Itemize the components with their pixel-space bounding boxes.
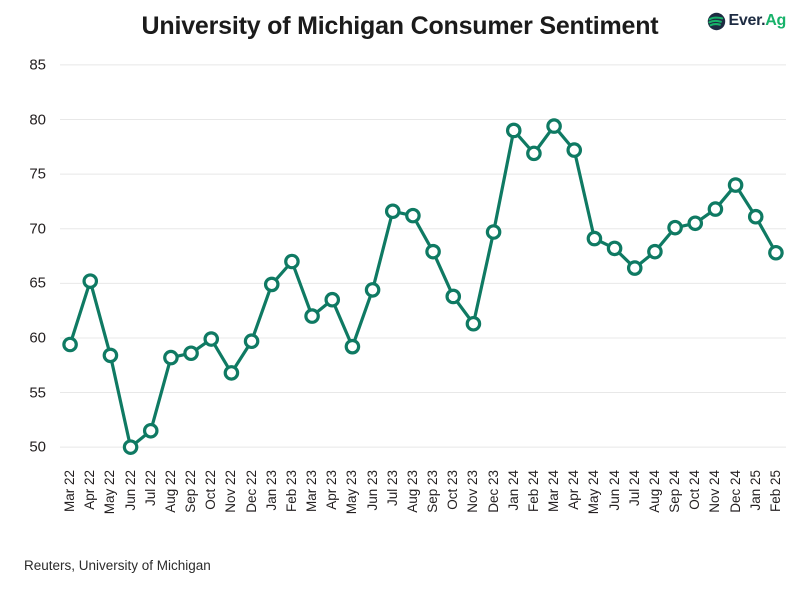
y-axis-tick-label: 70 bbox=[29, 220, 46, 238]
y-axis-tick-label: 80 bbox=[29, 111, 46, 129]
data-point-marker bbox=[405, 207, 421, 224]
y-axis-tick-label: 85 bbox=[29, 56, 46, 74]
y-axis-tick-label: 75 bbox=[29, 165, 46, 183]
x-axis-tick-label: Jan 24 bbox=[505, 470, 521, 511]
x-axis-tick-label: May 24 bbox=[586, 470, 602, 515]
x-axis-tick-label: Aug 23 bbox=[404, 470, 420, 513]
data-point-marker bbox=[243, 333, 260, 350]
x-axis-tick-label: Aug 24 bbox=[646, 470, 662, 513]
x-axis-tick-label: Feb 25 bbox=[767, 470, 783, 513]
data-point-marker bbox=[687, 215, 704, 232]
brand-name-primary: Ever. bbox=[728, 12, 766, 29]
data-point-marker bbox=[304, 308, 320, 324]
data-point-marker bbox=[62, 336, 78, 353]
x-axis-tick-label: Jun 23 bbox=[364, 470, 380, 511]
source-note: Reuters, University of Michigan bbox=[24, 558, 211, 573]
x-axis-tick-label: Jun 22 bbox=[122, 470, 138, 511]
data-point-marker bbox=[626, 260, 643, 276]
data-point-marker bbox=[344, 338, 361, 355]
data-point-marker bbox=[324, 291, 341, 308]
x-axis-tick-label: Jul 23 bbox=[384, 470, 400, 507]
data-point-marker bbox=[284, 253, 300, 270]
x-axis-tick-label: Oct 22 bbox=[203, 470, 219, 510]
data-point-marker bbox=[183, 345, 199, 362]
x-axis-tick-label: Jul 22 bbox=[142, 470, 158, 507]
x-axis-tick-label: Mar 24 bbox=[546, 470, 562, 513]
x-axis-tick-label: Dec 22 bbox=[243, 470, 259, 513]
x-axis-tick-label: Nov 23 bbox=[465, 470, 481, 513]
x-axis-tick-label: Jul 24 bbox=[626, 470, 642, 507]
data-point-marker bbox=[526, 145, 542, 162]
data-point-marker bbox=[203, 331, 220, 347]
data-point-marker bbox=[546, 118, 562, 134]
x-axis-tick-label: Feb 24 bbox=[525, 470, 541, 513]
x-axis-tick-label: Oct 23 bbox=[445, 470, 461, 510]
data-point-marker bbox=[747, 208, 764, 225]
data-point-marker bbox=[707, 201, 724, 217]
data-point-marker bbox=[727, 177, 744, 193]
x-axis-tick-label: Feb 23 bbox=[283, 470, 299, 513]
y-axis: 50 55 60 65 70 75 80 85 bbox=[0, 54, 54, 469]
brand-name-secondary: Ag bbox=[765, 12, 786, 29]
x-axis-tick-label: Nov 24 bbox=[707, 470, 723, 513]
line-chart-svg bbox=[60, 64, 786, 455]
plot-area bbox=[60, 54, 786, 469]
data-point-marker bbox=[485, 224, 502, 240]
brand-logo: Ever.Ag bbox=[707, 10, 787, 32]
data-point-marker bbox=[445, 288, 462, 305]
series-markers bbox=[62, 118, 784, 455]
x-axis-tick-label: Mar 22 bbox=[62, 470, 78, 513]
brand-name: Ever.Ag bbox=[729, 13, 787, 29]
x-axis-tick-label: Apr 22 bbox=[82, 470, 98, 510]
x-axis: Mar 22 Apr 22 May 22 Jun 22 Jul 22 Aug 22 Sep … bbox=[60, 470, 786, 548]
data-point-marker bbox=[364, 282, 381, 298]
ever-ag-swirl-icon bbox=[707, 12, 725, 30]
data-point-marker bbox=[566, 142, 583, 158]
data-point-marker bbox=[425, 243, 441, 260]
gridlines bbox=[60, 64, 786, 448]
data-point-marker bbox=[163, 349, 179, 366]
data-point-marker bbox=[384, 203, 401, 220]
data-point-marker bbox=[465, 315, 482, 332]
data-point-marker bbox=[606, 240, 623, 257]
data-point-marker bbox=[122, 439, 139, 455]
x-axis-tick-label: Apr 23 bbox=[324, 470, 340, 510]
data-point-marker bbox=[142, 422, 159, 439]
y-axis-tick-label: 60 bbox=[29, 329, 46, 347]
y-axis-tick-label: 65 bbox=[29, 274, 46, 292]
page-title: University of Michigan Consumer Sentimen… bbox=[141, 12, 659, 40]
data-point-marker bbox=[647, 243, 663, 260]
x-axis-tick-label: Jan 23 bbox=[263, 470, 279, 511]
data-point-marker bbox=[768, 244, 784, 261]
data-point-marker bbox=[505, 122, 522, 139]
x-axis-tick-label: Jan 25 bbox=[747, 470, 763, 511]
x-axis-tick-label: Sep 22 bbox=[183, 470, 199, 513]
x-axis-tick-label: Dec 23 bbox=[485, 470, 501, 513]
x-axis-tick-label: Jun 24 bbox=[606, 470, 622, 511]
y-axis-tick-label: 55 bbox=[29, 384, 46, 402]
x-axis-tick-label: Sep 24 bbox=[667, 470, 683, 513]
data-point-marker bbox=[586, 230, 603, 247]
data-point-marker bbox=[223, 365, 240, 381]
x-axis-tick-label: May 23 bbox=[344, 470, 360, 515]
data-point-marker bbox=[667, 219, 683, 236]
x-axis-tick-label: Nov 22 bbox=[223, 470, 239, 513]
data-point-marker bbox=[82, 273, 99, 289]
x-axis-tick-label: Dec 24 bbox=[727, 470, 743, 513]
x-axis-tick-label: Sep 23 bbox=[425, 470, 441, 513]
y-axis-tick-label: 50 bbox=[29, 438, 46, 456]
data-point-marker bbox=[263, 276, 280, 293]
x-axis-tick-label: Apr 24 bbox=[566, 470, 582, 510]
x-axis-tick-label: May 22 bbox=[102, 470, 118, 515]
x-axis-tick-label: Oct 24 bbox=[687, 470, 703, 510]
x-axis-tick-label: Mar 23 bbox=[304, 470, 320, 513]
data-point-marker bbox=[102, 347, 119, 364]
x-axis-tick-label: Aug 22 bbox=[162, 470, 178, 513]
